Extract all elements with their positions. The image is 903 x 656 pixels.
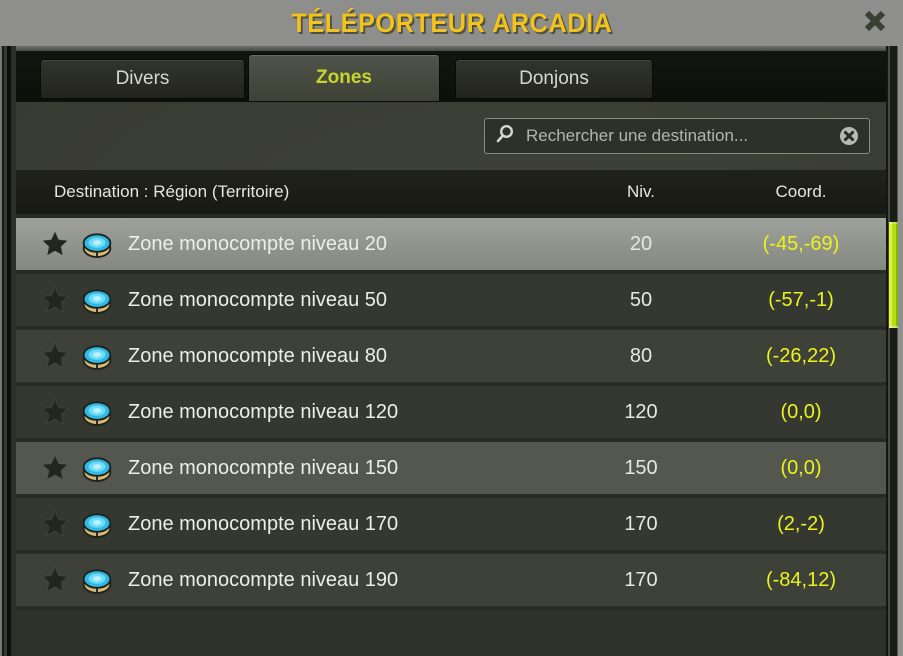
tab-donjons[interactable]: Donjons	[455, 59, 653, 99]
row-level: 170	[624, 568, 658, 591]
portal-icon	[80, 510, 114, 539]
row-destination-label: Zone monocompte niveau 120	[128, 400, 399, 423]
column-header-level: Niv.	[626, 182, 655, 201]
row-destination-label: Zone monocompte niveau 170	[128, 512, 399, 535]
favorite-star-button[interactable]	[38, 397, 72, 427]
portal-icon	[80, 230, 114, 259]
destination-row[interactable]: Zone monocompte niveau 20 20 (-45,-69)	[16, 218, 886, 274]
row-coord: (-26,22)	[765, 344, 837, 367]
close-icon	[861, 7, 889, 40]
row-destination-label: Zone monocompte niveau 50	[128, 288, 388, 311]
search-box	[484, 118, 870, 154]
portal-icon	[80, 566, 114, 595]
row-coord: (-57,-1)	[768, 288, 834, 311]
destination-row[interactable]: Zone monocompte niveau 150 150 (0,0)	[16, 442, 886, 498]
scrollbar-thumb[interactable]	[889, 222, 898, 328]
portal-icon	[80, 398, 114, 427]
magnifier-icon	[495, 124, 515, 149]
favorite-star-button[interactable]	[38, 509, 72, 539]
tab-divers[interactable]: Divers	[40, 59, 245, 99]
favorite-star-button[interactable]	[38, 453, 72, 483]
destination-row[interactable]: Zone monocompte niveau 120 120 (0,0)	[16, 386, 886, 442]
row-level: 120	[624, 400, 658, 423]
close-button[interactable]	[859, 7, 891, 39]
zones-panel: Destination : Région (Territoire) Niv. C…	[16, 102, 886, 656]
column-header-destination: Destination : Région (Territoire)	[54, 182, 290, 201]
partial-next-row	[16, 610, 886, 656]
window-frame-right	[886, 46, 903, 656]
row-level: 50	[629, 288, 653, 311]
search-input[interactable]	[524, 125, 830, 147]
table-header: Destination : Région (Territoire) Niv. C…	[16, 170, 886, 218]
favorite-star-button[interactable]	[38, 229, 72, 259]
star-icon	[41, 342, 69, 369]
destination-row[interactable]: Zone monocompte niveau 190 170 (-84,12)	[16, 554, 886, 610]
titlebar-divider	[0, 46, 903, 51]
row-destination-label: Zone monocompte niveau 150	[128, 456, 399, 479]
destination-row[interactable]: Zone monocompte niveau 80 80 (-26,22)	[16, 330, 886, 386]
row-level: 20	[629, 232, 653, 255]
search-row	[16, 102, 886, 170]
title-bar: TÉLÉPORTEUR ARCADIA	[0, 0, 903, 46]
star-icon	[41, 566, 69, 593]
tab-bar: Divers Zones Donjons	[16, 51, 886, 102]
favorite-star-button[interactable]	[38, 341, 72, 371]
window-title: TÉLÉPORTEUR ARCADIA	[290, 7, 613, 38]
star-icon	[41, 454, 69, 481]
clear-search-button[interactable]	[839, 126, 859, 146]
star-icon	[41, 230, 69, 257]
row-level: 80	[629, 344, 653, 367]
tab-zones[interactable]: Zones	[248, 54, 440, 102]
destination-row[interactable]: Zone monocompte niveau 50 50 (-57,-1)	[16, 274, 886, 330]
row-destination-label: Zone monocompte niveau 190	[128, 568, 399, 591]
row-level: 150	[624, 456, 658, 479]
row-coord: (2,-2)	[777, 512, 825, 535]
row-destination-label: Zone monocompte niveau 20	[128, 232, 388, 255]
star-icon	[41, 398, 69, 425]
portal-icon	[80, 454, 114, 483]
destination-table-body: Zone monocompte niveau 20 20 (-45,-69) Z…	[16, 218, 886, 656]
row-level: 170	[624, 512, 658, 535]
star-icon	[41, 510, 69, 537]
window-frame-left	[0, 46, 16, 656]
tab-divers-label: Divers	[115, 68, 170, 89]
tab-zones-label: Zones	[316, 67, 372, 88]
row-coord: (-84,12)	[765, 568, 837, 591]
star-icon	[41, 286, 69, 313]
circle-x-icon	[840, 127, 858, 145]
portal-icon	[80, 342, 114, 371]
destination-row[interactable]: Zone monocompte niveau 170 170 (2,-2)	[16, 498, 886, 554]
tab-donjons-label: Donjons	[519, 68, 589, 89]
row-coord: (0,0)	[780, 456, 822, 479]
column-header-coord: Coord.	[775, 182, 827, 201]
portal-icon	[80, 286, 114, 315]
favorite-star-button[interactable]	[38, 565, 72, 595]
row-coord: (0,0)	[780, 400, 822, 423]
favorite-star-button[interactable]	[38, 285, 72, 315]
row-destination-label: Zone monocompte niveau 80	[128, 344, 388, 367]
row-coord: (-45,-69)	[762, 232, 840, 255]
